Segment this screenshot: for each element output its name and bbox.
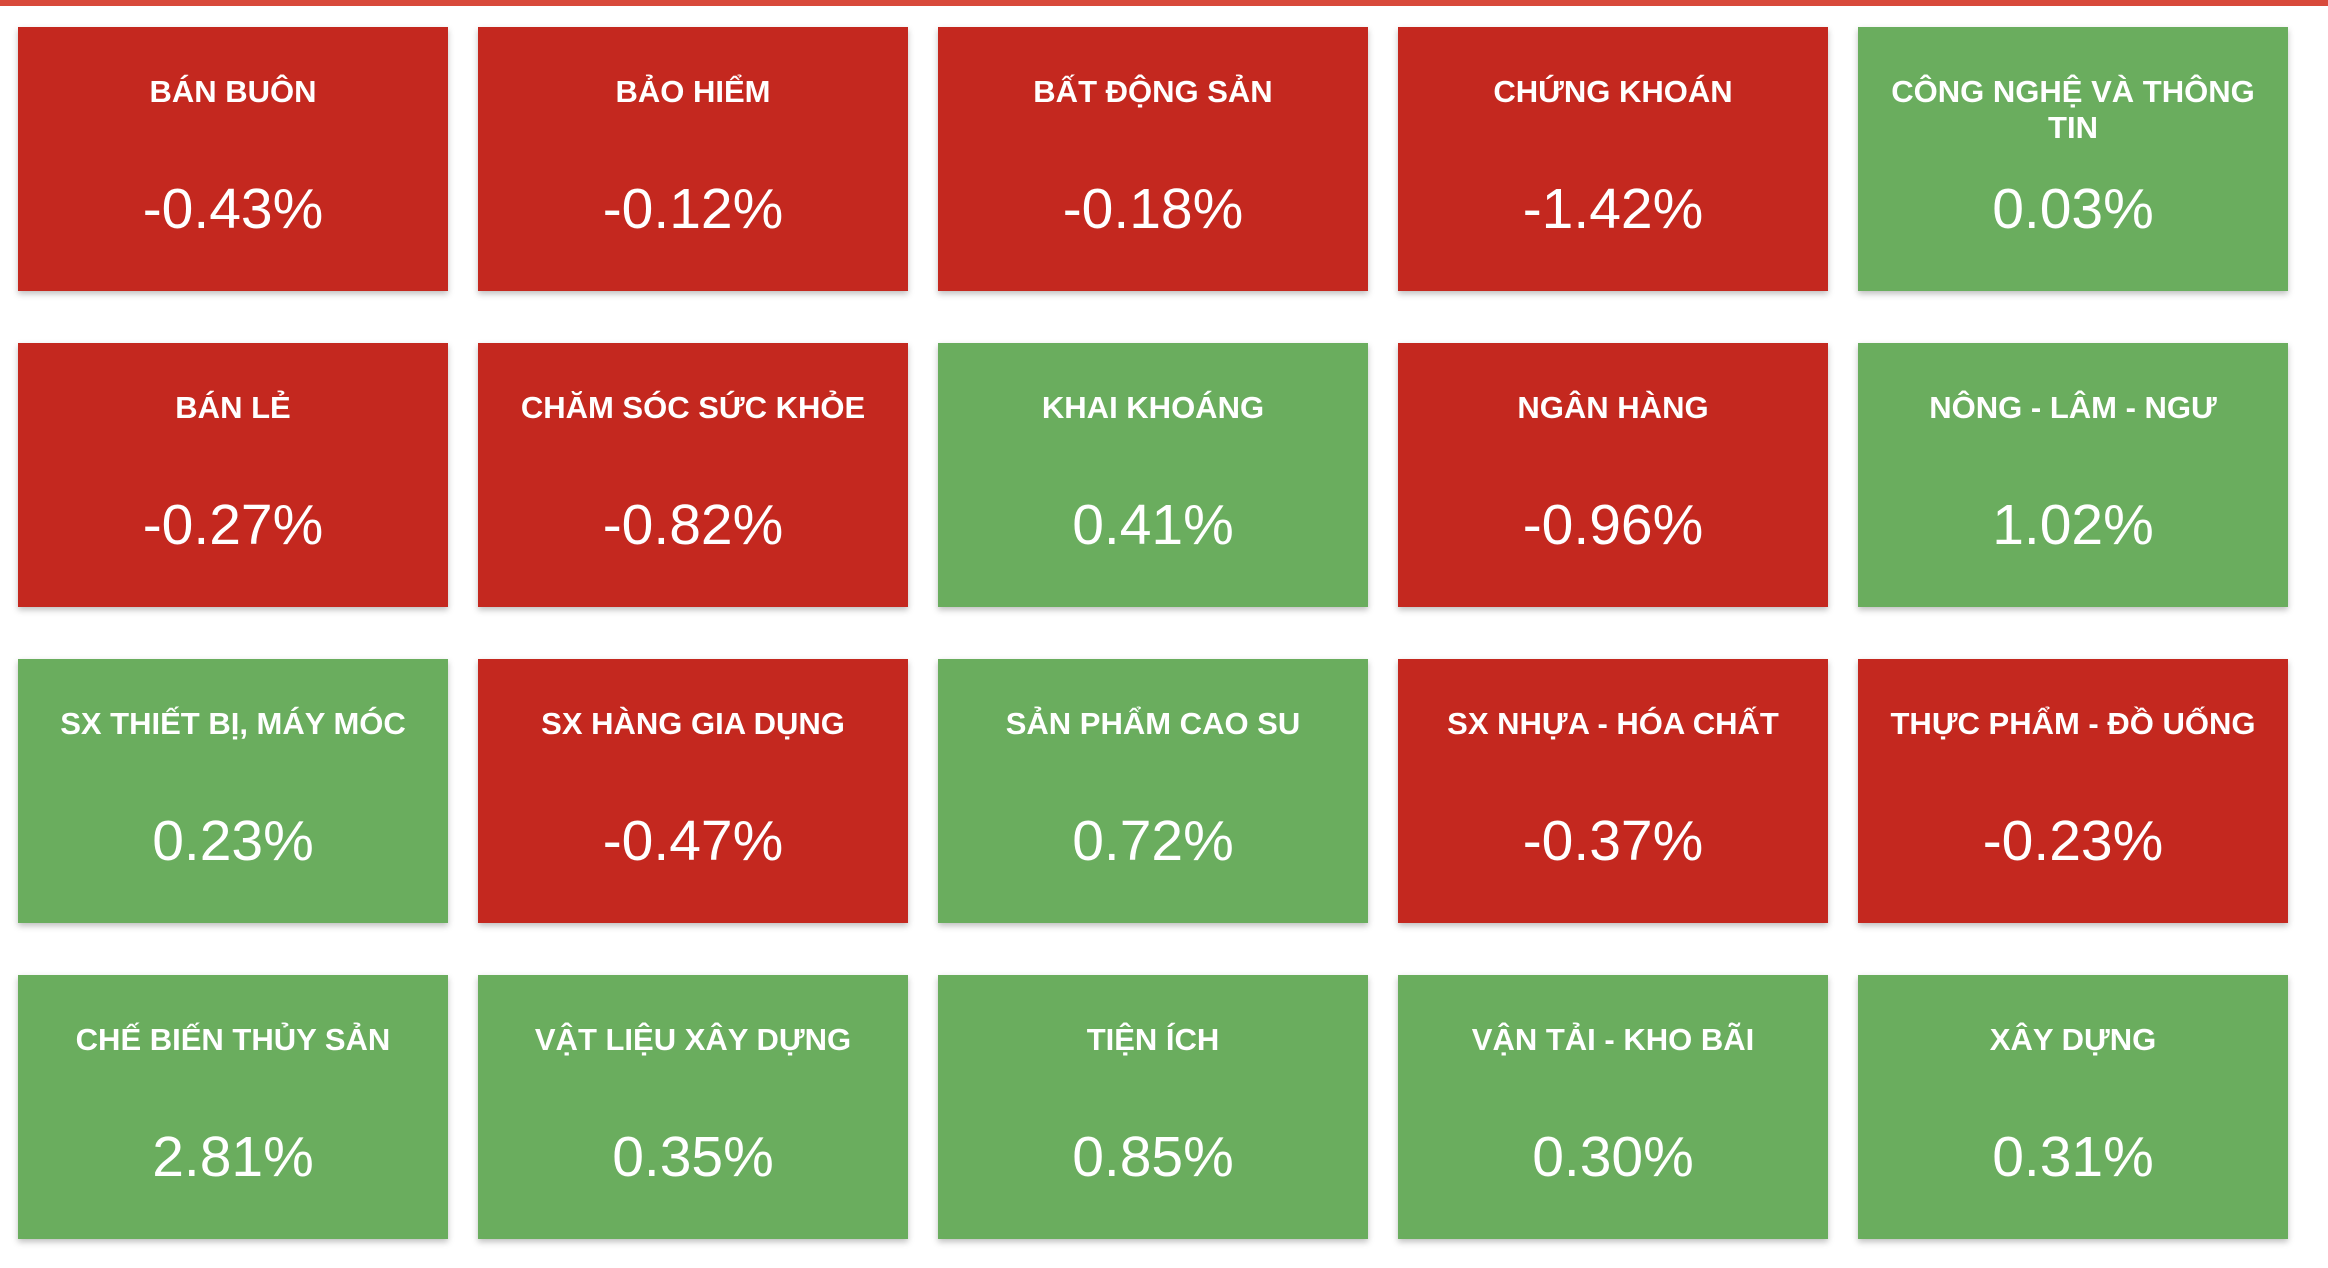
sector-name: VẬT LIỆU XÂY DỰNG: [534, 1022, 852, 1057]
sector-change: -1.42%: [1522, 177, 1704, 241]
top-bar: [0, 0, 2328, 6]
sector-tile: SẢN PHẨM CAO SU 0.72%: [938, 659, 1368, 923]
sector-change: 0.31%: [1992, 1125, 2154, 1189]
sector-change: 0.23%: [152, 809, 314, 873]
sector-change: -0.23%: [1982, 809, 2164, 873]
sector-change: 1.02%: [1992, 493, 2154, 557]
sector-tile: SX THIẾT BỊ, MÁY MÓC 0.23%: [18, 659, 448, 923]
sector-tile: NÔNG - LÂM - NGƯ 1.02%: [1858, 343, 2288, 607]
sector-tile: THỰC PHẨM - ĐỒ UỐNG -0.23%: [1858, 659, 2288, 923]
sector-name: CHẾ BIẾN THỦY SẢN: [75, 1022, 391, 1057]
sector-tile: VẬT LIỆU XÂY DỰNG 0.35%: [478, 975, 908, 1239]
sector-name: BÁN LẺ: [175, 390, 291, 425]
sector-change: -0.18%: [1062, 177, 1244, 241]
sector-tile: SX HÀNG GIA DỤNG -0.47%: [478, 659, 908, 923]
sector-name: CHĂM SÓC SỨC KHỎE: [520, 390, 866, 425]
sector-tile: CHỨNG KHOÁN -1.42%: [1398, 27, 1828, 291]
sector-change: -0.43%: [142, 177, 324, 241]
sector-name: BẢO HIỂM: [615, 74, 771, 109]
sector-name: SẢN PHẨM CAO SU: [1005, 706, 1301, 741]
sector-change: 0.03%: [1992, 177, 2154, 241]
sector-name: SX HÀNG GIA DỤNG: [541, 706, 845, 741]
sector-change: -0.37%: [1522, 809, 1704, 873]
sector-tile: BẤT ĐỘNG SẢN -0.18%: [938, 27, 1368, 291]
sector-tile: BÁN LẺ -0.27%: [18, 343, 448, 607]
sector-change: 2.81%: [152, 1125, 314, 1189]
sector-name: SX THIẾT BỊ, MÁY MÓC: [60, 706, 406, 741]
sector-tile: XÂY DỰNG 0.31%: [1858, 975, 2288, 1239]
sector-tile: CHĂM SÓC SỨC KHỎE -0.82%: [478, 343, 908, 607]
sector-change: 0.72%: [1072, 809, 1234, 873]
sector-change: 0.85%: [1072, 1125, 1234, 1189]
sector-name: SX NHỰA - HÓA CHẤT: [1447, 706, 1779, 741]
sector-name: KHAI KHOÁNG: [1041, 390, 1265, 425]
sector-change: -0.82%: [602, 493, 784, 557]
sector-change: -0.12%: [602, 177, 784, 241]
sector-tile: SX NHỰA - HÓA CHẤT -0.37%: [1398, 659, 1828, 923]
sector-change: 0.35%: [612, 1125, 774, 1189]
sector-change: 0.30%: [1532, 1125, 1694, 1189]
sector-tile: NGÂN HÀNG -0.96%: [1398, 343, 1828, 607]
sector-tile: BẢO HIỂM -0.12%: [478, 27, 908, 291]
sector-tile: CÔNG NGHỆ VÀ THÔNG TIN 0.03%: [1858, 27, 2288, 291]
sector-name: VẬN TẢI - KHO BÃI: [1471, 1022, 1755, 1057]
sector-name: CHỨNG KHOÁN: [1493, 74, 1733, 109]
sector-tile: TIỆN ÍCH 0.85%: [938, 975, 1368, 1239]
sector-tile: CHẾ BIẾN THỦY SẢN 2.81%: [18, 975, 448, 1239]
sector-name: THỰC PHẨM - ĐỒ UỐNG: [1890, 706, 2256, 741]
sector-name: TIỆN ÍCH: [1086, 1022, 1220, 1057]
sector-name: NÔNG - LÂM - NGƯ: [1929, 390, 2217, 425]
sector-name: BÁN BUÔN: [149, 74, 317, 109]
sector-tile: KHAI KHOÁNG 0.41%: [938, 343, 1368, 607]
sector-tile: BÁN BUÔN -0.43%: [18, 27, 448, 291]
sector-name: BẤT ĐỘNG SẢN: [1033, 74, 1273, 109]
sector-tile: VẬN TẢI - KHO BÃI 0.30%: [1398, 975, 1828, 1239]
sector-name: NGÂN HÀNG: [1517, 390, 1709, 425]
sector-change: -0.47%: [602, 809, 784, 873]
sector-change: -0.96%: [1522, 493, 1704, 557]
sector-change: 0.41%: [1072, 493, 1234, 557]
sector-change: -0.27%: [142, 493, 324, 557]
sector-name: XÂY DỰNG: [1989, 1022, 2157, 1057]
sector-name: CÔNG NGHỆ VÀ THÔNG TIN: [1891, 74, 2255, 145]
